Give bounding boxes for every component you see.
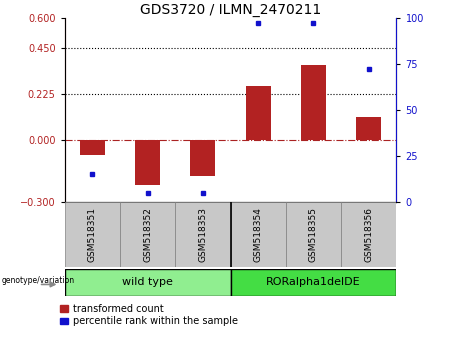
Text: GSM518351: GSM518351 xyxy=(88,207,97,262)
Bar xyxy=(356,117,381,141)
Bar xyxy=(301,65,326,141)
Bar xyxy=(341,202,396,267)
Bar xyxy=(120,202,175,267)
Text: wild type: wild type xyxy=(122,277,173,287)
Bar xyxy=(286,202,341,267)
Bar xyxy=(246,86,271,141)
Text: genotype/variation: genotype/variation xyxy=(1,276,74,285)
Text: GSM518352: GSM518352 xyxy=(143,207,152,262)
Bar xyxy=(65,202,120,267)
Bar xyxy=(135,141,160,185)
Text: GSM518356: GSM518356 xyxy=(364,207,373,262)
Bar xyxy=(65,269,230,296)
Text: GSM518353: GSM518353 xyxy=(198,207,207,262)
Bar xyxy=(80,141,105,155)
Bar xyxy=(230,202,286,267)
Bar xyxy=(230,269,396,296)
Text: GSM518354: GSM518354 xyxy=(254,207,263,262)
Text: RORalpha1delDE: RORalpha1delDE xyxy=(266,277,361,287)
Legend: transformed count, percentile rank within the sample: transformed count, percentile rank withi… xyxy=(60,304,238,326)
Title: GDS3720 / ILMN_2470211: GDS3720 / ILMN_2470211 xyxy=(140,3,321,17)
Bar xyxy=(175,202,230,267)
Bar xyxy=(190,141,215,176)
Text: GSM518355: GSM518355 xyxy=(309,207,318,262)
